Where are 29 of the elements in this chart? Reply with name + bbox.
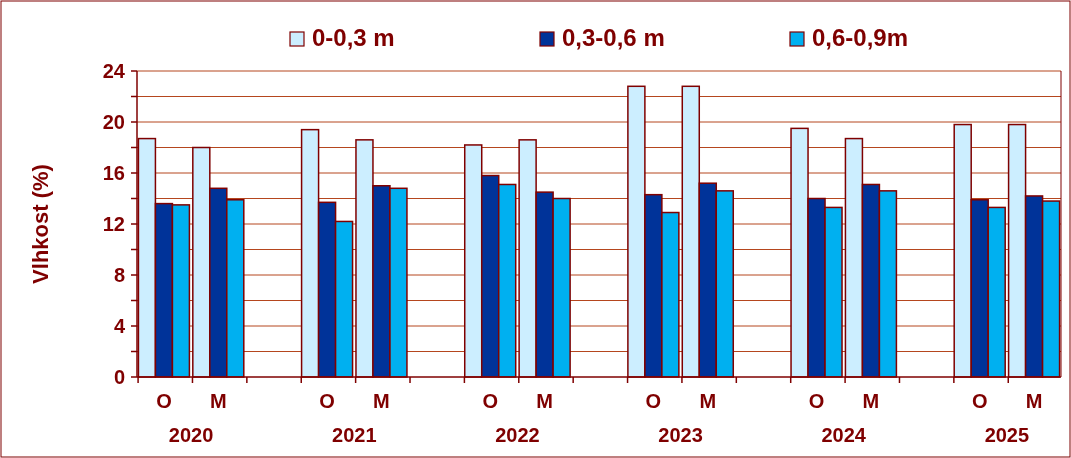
y-tick-label: 24 xyxy=(102,60,126,82)
x-tick-label: O xyxy=(971,390,988,412)
text: 2024 xyxy=(821,424,867,446)
x-tick-label: M xyxy=(1025,390,1043,412)
legend-label: 0,3-0,6 m xyxy=(562,24,665,51)
x-tick-label: O xyxy=(482,390,499,412)
text: 2022 xyxy=(495,424,540,446)
x-tick-label: M xyxy=(373,390,390,412)
x-tick-label: M xyxy=(699,390,717,412)
legend-label: 0-0,3 m xyxy=(312,24,395,51)
x-tick-label: M xyxy=(209,390,227,412)
y-tick-label: 16 xyxy=(102,162,125,184)
text: 2023 xyxy=(658,424,703,446)
x-tick-label: M xyxy=(862,390,880,412)
text: 2025 xyxy=(984,424,1030,446)
x-tick-label: O xyxy=(156,390,172,412)
text: 2020 xyxy=(168,424,214,446)
text: 2021 xyxy=(332,424,377,446)
x-tick-label: O xyxy=(319,390,335,412)
y-tick-label: 8 xyxy=(113,264,125,286)
y-tick-label: 12 xyxy=(102,213,125,235)
y-tick-label: 4 xyxy=(113,315,126,337)
y-tick-label: 20 xyxy=(102,111,125,133)
x-tick-label: O xyxy=(808,390,825,412)
y-tick-label: 0 xyxy=(113,366,125,388)
x-tick-label: M xyxy=(536,390,553,412)
y-axis-title: Vlhkost (%) xyxy=(28,164,53,284)
x-tick-label: O xyxy=(645,390,662,412)
legend-label: 0,6-0,9m xyxy=(812,24,909,51)
